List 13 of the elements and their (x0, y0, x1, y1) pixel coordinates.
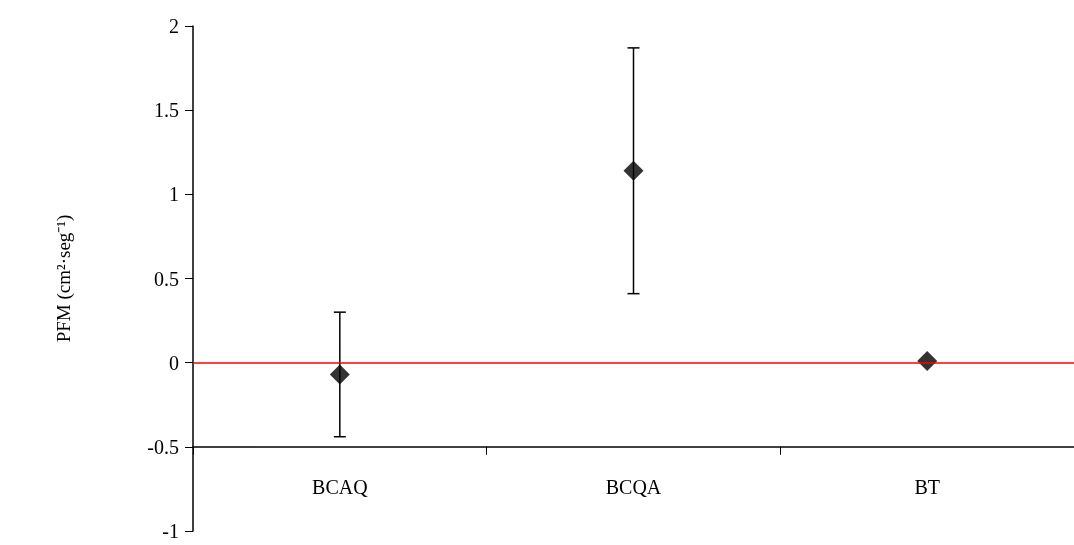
x-tick-label: BCAQ (312, 475, 369, 498)
y-tick-label: 0 (169, 351, 179, 374)
y-axis-title: PFM (cm²·seg⁻¹) (53, 214, 75, 343)
point (329, 364, 350, 385)
y-tick-label: -1 (162, 520, 179, 542)
point (623, 160, 644, 181)
y-tick-label: 1 (169, 183, 179, 206)
x-tick-label: BCQA (605, 475, 662, 498)
y-tick-label: -0.5 (147, 435, 179, 458)
x-tick-label: BT (914, 475, 940, 498)
y-tick-label: 1.5 (154, 99, 179, 122)
y-tick-label: 0.5 (154, 267, 179, 290)
y-tick-label: 2 (169, 15, 179, 37)
